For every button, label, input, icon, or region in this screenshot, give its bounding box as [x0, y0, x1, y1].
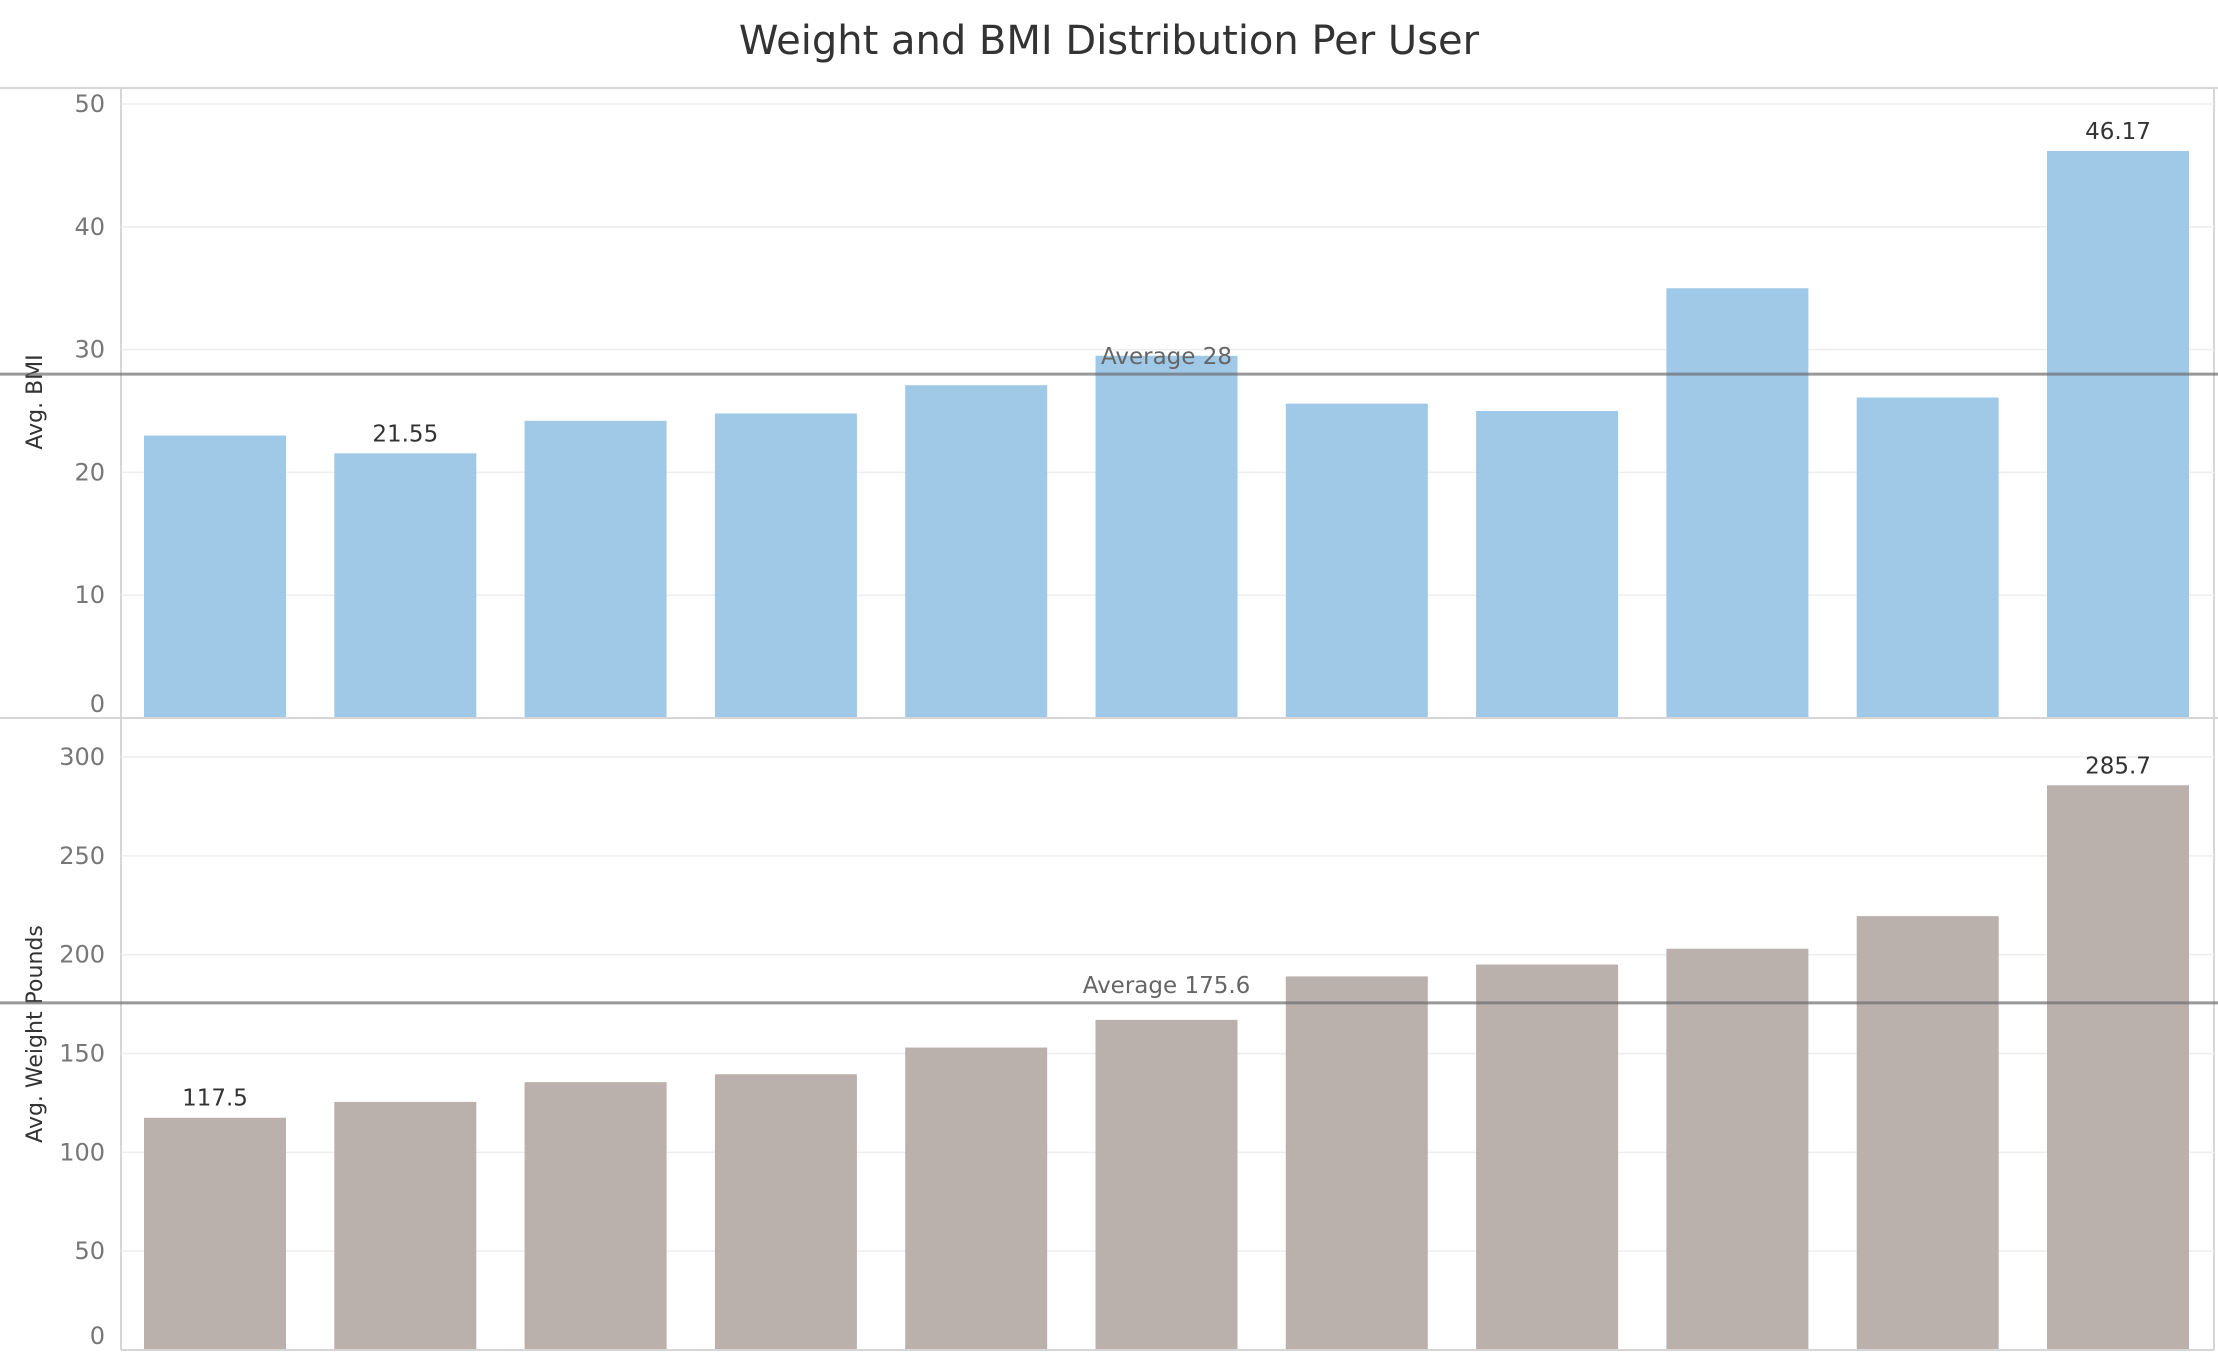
bmi-bar [1476, 411, 1619, 718]
bmi-bar [2047, 151, 2189, 718]
bmi-tick-label: 0 [90, 690, 105, 718]
bmi-bar [905, 385, 1048, 718]
bmi-bar [524, 420, 667, 718]
bmi-bar [1666, 288, 1809, 718]
weight-tick-label: 250 [59, 842, 105, 870]
weight-bar [334, 1101, 477, 1350]
bmi-panel: 0 10 20 30 40 50 Avg. BMI 21.55 46.17 Average 28 [0, 87, 2218, 718]
bmi-tick-label: 20 [74, 458, 105, 486]
bmi-tick-label: 10 [74, 581, 105, 609]
bmi-bar [144, 435, 286, 718]
weight-tick-label: 100 [59, 1138, 105, 1166]
bmi-bar [1285, 403, 1428, 718]
weight-tick-label: 0 [90, 1322, 105, 1350]
weight-tick-label: 200 [59, 941, 105, 969]
chart-title: Weight and BMI Distribution Per User [739, 18, 1480, 64]
bmi-bar [1095, 355, 1238, 718]
bmi-tick-label: 50 [74, 90, 105, 118]
weight-tick-label: 150 [59, 1040, 105, 1068]
bmi-data-label: 21.55 [372, 421, 438, 447]
weight-bar [2047, 785, 2189, 1350]
weight-tick-label: 300 [59, 743, 105, 771]
weight-bar [144, 1117, 286, 1350]
weight-bar [1666, 948, 1809, 1350]
weight-panel: 0 50 100 150 200 250 300 Avg. Weight Pounds 117.… [0, 717, 2218, 1351]
weight-bar [1095, 1019, 1238, 1350]
weight-bar [1285, 976, 1428, 1350]
bmi-average-label: Average 28 [1101, 344, 1232, 370]
weight-data-label: 285.7 [2085, 753, 2151, 779]
bmi-tick-label: 40 [74, 213, 105, 241]
weight-bar [1856, 916, 1999, 1350]
bmi-bar [714, 413, 857, 718]
weight-bar [905, 1047, 1048, 1350]
weight-bar [524, 1082, 667, 1350]
weight-data-label: 117.5 [182, 1086, 248, 1112]
weight-bar [1476, 964, 1619, 1350]
bmi-tick-label: 30 [74, 336, 105, 364]
weight-bar [714, 1074, 857, 1350]
bmi-y-axis-label: Avg. BMI [23, 354, 48, 449]
bmi-bar [1856, 397, 1999, 718]
weight-average-label: Average 175.6 [1083, 973, 1251, 999]
weight-y-axis-label: Avg. Weight Pounds [23, 925, 48, 1143]
bmi-bar [334, 453, 477, 718]
weight-tick-label: 50 [74, 1237, 105, 1265]
bmi-data-label: 46.17 [2085, 119, 2151, 145]
